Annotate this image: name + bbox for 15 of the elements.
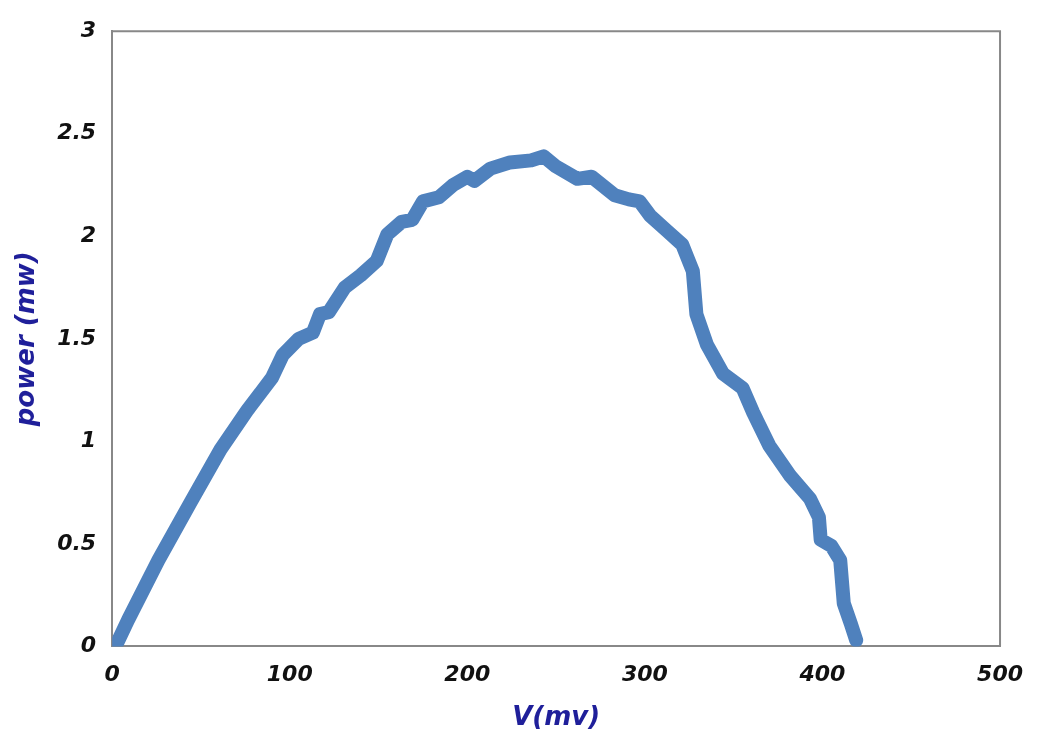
x-tick-label: 300 bbox=[621, 661, 668, 687]
y-axis-title: power (mw) bbox=[10, 251, 41, 428]
x-tick-label: 500 bbox=[977, 661, 1024, 687]
y-tick-label: 0.5 bbox=[57, 529, 97, 555]
x-tick-label: 200 bbox=[444, 661, 491, 687]
x-axis-title: V(mv) bbox=[512, 701, 601, 732]
y-tick-label: 3 bbox=[80, 16, 97, 42]
y-tick-label: 2 bbox=[80, 221, 97, 247]
x-tick-label: 400 bbox=[798, 661, 846, 687]
x-tick-label: 0 bbox=[104, 661, 120, 687]
y-tick-label: 1.5 bbox=[57, 324, 97, 350]
y-tick-label: 2.5 bbox=[57, 119, 97, 145]
x-tick-label: 100 bbox=[266, 661, 313, 687]
y-tick-label: 1 bbox=[80, 427, 97, 453]
y-tick-label: 0 bbox=[80, 632, 97, 658]
